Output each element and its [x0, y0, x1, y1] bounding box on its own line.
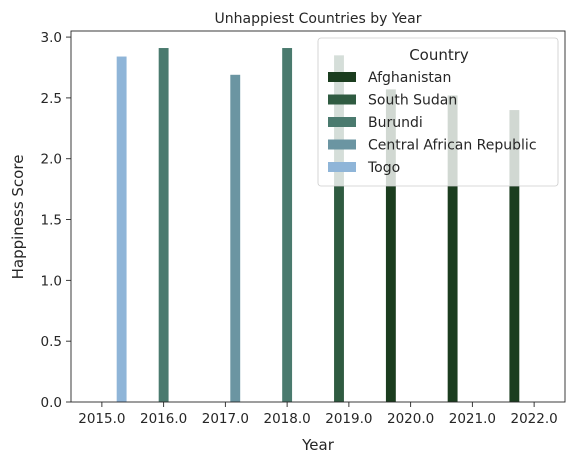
x-tick-label: 2016.0 [140, 411, 187, 427]
x-tick-label: 2015.0 [78, 411, 125, 427]
y-tick-label: 1.5 [41, 213, 62, 229]
x-axis-label: Year [301, 436, 335, 454]
y-tick-label: 2.0 [41, 152, 62, 168]
bar-afghanistan-2022.0 [509, 110, 520, 402]
y-axis: 0.0 0.5 1.0 1.5 2.0 2.5 3.0 [41, 30, 71, 411]
bar-afghanistan-2021.0 [447, 95, 458, 402]
legend-swatch [328, 117, 356, 127]
plot-frame [70, 30, 566, 403]
bars-layer [116, 48, 520, 402]
y-tick-label: 0.5 [41, 334, 62, 350]
x-tick-label: 2022.0 [511, 411, 558, 427]
legend-swatch [328, 94, 356, 105]
y-tick-label: 1.0 [41, 273, 62, 289]
legend-swatch [328, 139, 356, 150]
x-axis: 2015.0 2016.0 2017.0 2018.0 2019.0 2020.0 2021… [78, 402, 558, 427]
legend-swatch [328, 72, 356, 82]
bar-burundi-2016.0 [158, 48, 169, 402]
legend-label: Togo [367, 160, 400, 176]
bar-afghanistan-2020.0 [385, 89, 396, 402]
x-tick-label: 2017.0 [202, 411, 249, 427]
legend-label: Burundi [368, 115, 423, 131]
bar-burundi-2018.0 [282, 48, 293, 402]
y-axis-label: Happiness Score [9, 155, 27, 280]
bar-south-sudan-2019.0 [334, 55, 344, 402]
bar-central-african-republic-2017.0 [230, 74, 241, 402]
y-tick-label: 3.0 [41, 30, 62, 46]
x-tick-label: 2021.0 [449, 411, 496, 427]
chart-title: Unhappiest Countries by Year [215, 11, 422, 27]
legend-label: South Sudan [368, 93, 457, 109]
y-tick-label: 2.5 [41, 91, 62, 107]
legend-swatch [328, 162, 356, 172]
x-tick-label: 2020.0 [387, 411, 434, 427]
legend-title: Country [409, 46, 469, 64]
x-tick-label: 2019.0 [325, 411, 372, 427]
legend: Country Afghanistan South Sudan Burundi Cen… [317, 37, 559, 187]
y-tick-label: 0.0 [41, 395, 62, 411]
legend-frame [317, 37, 559, 187]
bar-togo-2015.0 [116, 56, 127, 402]
x-tick-label: 2018.0 [264, 411, 311, 427]
legend-label: Central African Republic [368, 138, 537, 154]
legend-label: Afghanistan [368, 70, 451, 86]
